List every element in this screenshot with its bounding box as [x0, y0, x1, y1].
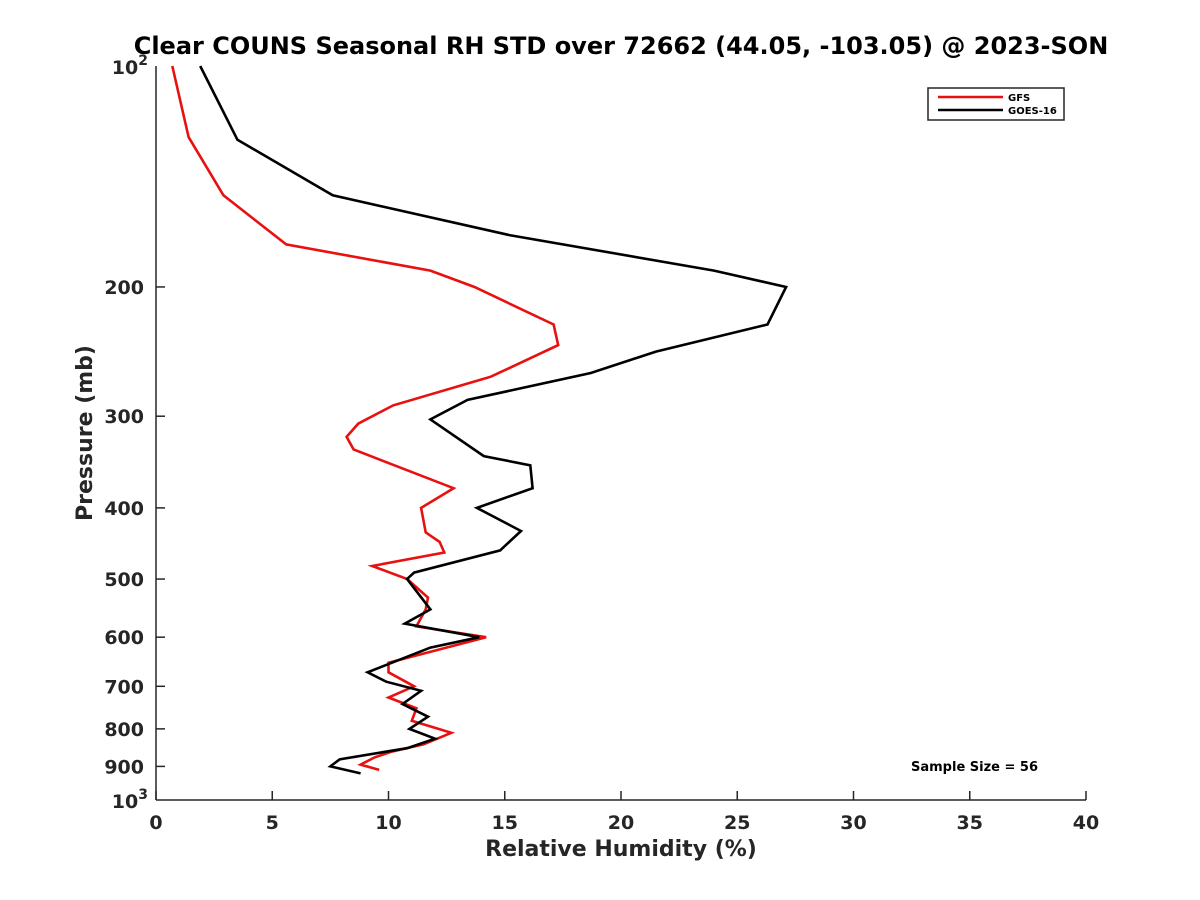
x-tick-label: 20: [608, 812, 634, 834]
legend-label-goes16: GOES-16: [1008, 106, 1057, 117]
chart-title: Clear COUNS Seasonal RH STD over 72662 (…: [134, 32, 1109, 60]
y-tick-power-base: 10: [112, 57, 138, 79]
y-axis-label: Pressure (mb): [73, 345, 98, 521]
y-tick-power-exponent: 2: [138, 53, 148, 69]
x-tick-label: 15: [492, 812, 518, 834]
sample-size-annotation: Sample Size = 56: [911, 760, 1038, 775]
legend-label-gfs: GFS: [1008, 93, 1030, 104]
y-tick-label: 600: [104, 627, 144, 649]
x-tick-label: 10: [375, 812, 401, 834]
y-tick-label: 400: [104, 498, 144, 520]
legend-box: [927, 87, 1065, 121]
y-tick-power-exponent: 3: [138, 787, 148, 803]
y-tick-label: 800: [104, 719, 144, 741]
series-layer: [171, 65, 788, 775]
axes: [155, 66, 1086, 801]
y-tick-label: 900: [104, 756, 144, 778]
x-axis-label: Relative Humidity (%): [485, 837, 757, 862]
x-tick-label: 30: [840, 812, 866, 834]
legend: GFS GOES-16: [927, 87, 1065, 121]
series-line-goes16: [199, 65, 788, 775]
x-tick-label: 0: [149, 812, 162, 834]
y-tick-label: 700: [104, 676, 144, 698]
x-tick-label: 5: [266, 812, 279, 834]
y-tick-label: 500: [104, 569, 144, 591]
series-line-gfs: [171, 65, 560, 772]
y-tick-label-power: 102: [112, 53, 148, 79]
y-tick-label-power: 103: [112, 787, 148, 813]
y-tick-label: 200: [104, 277, 144, 299]
x-tick-label: 25: [724, 812, 750, 834]
y-tick-power-base: 10: [112, 791, 138, 813]
x-tick-label: 40: [1073, 812, 1099, 834]
x-tick-label: 35: [957, 812, 983, 834]
x-ticks: 0 5 10 15 20 25 30 35 40: [149, 791, 1099, 834]
y-tick-label: 300: [104, 406, 144, 428]
